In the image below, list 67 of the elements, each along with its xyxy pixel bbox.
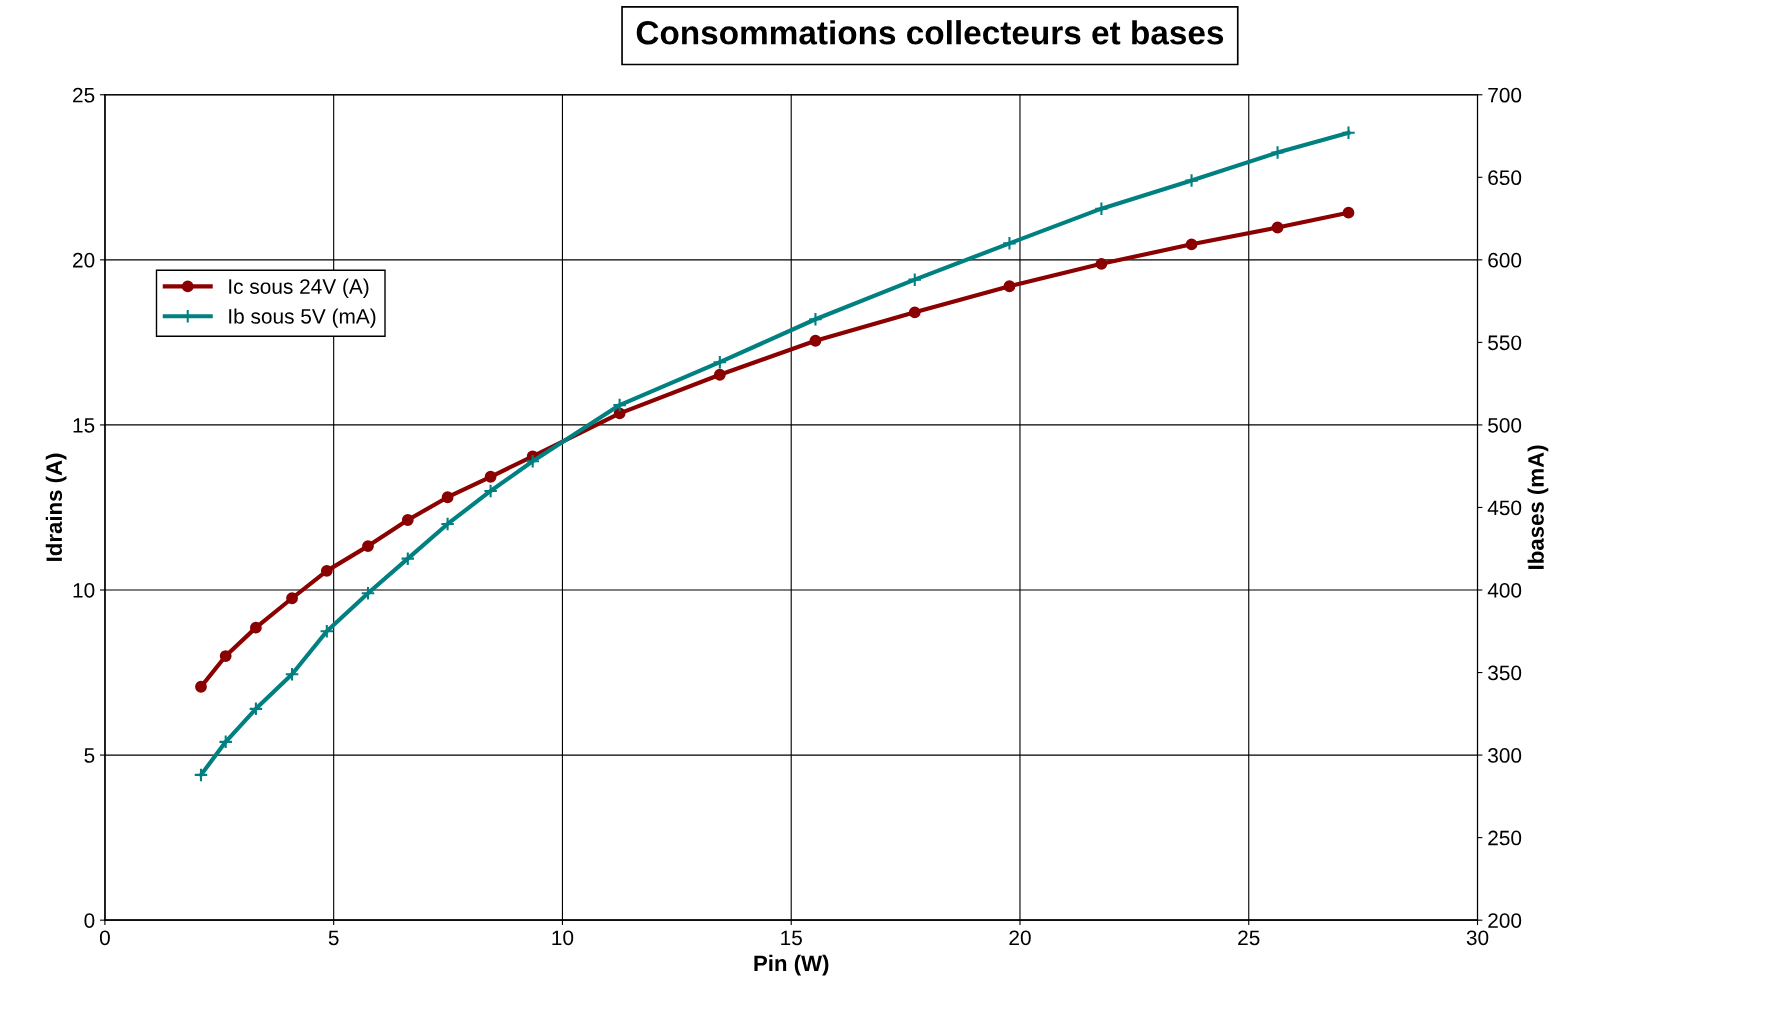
point bbox=[362, 540, 374, 552]
point bbox=[441, 491, 454, 504]
point bbox=[1003, 280, 1016, 293]
point bbox=[1342, 206, 1355, 219]
x-axis-title: Pin (W) bbox=[754, 954, 829, 976]
y2-tick-label: 600 bbox=[1488, 252, 1522, 268]
point bbox=[401, 514, 414, 526]
y2-axis-title: Ibases (mA) bbox=[1527, 445, 1549, 569]
y-tick-label: 15 bbox=[73, 418, 95, 433]
y2-tick-label: 700 bbox=[1488, 87, 1522, 103]
point bbox=[319, 623, 335, 639]
point bbox=[1095, 257, 1108, 270]
point bbox=[1185, 238, 1198, 251]
point bbox=[907, 272, 923, 287]
y2-tick-label: 300 bbox=[1488, 748, 1522, 763]
point bbox=[1094, 201, 1109, 216]
point bbox=[1271, 221, 1284, 234]
point bbox=[248, 701, 264, 717]
y2-tick-label: 550 bbox=[1488, 335, 1522, 351]
y2-tick-label: 650 bbox=[1488, 170, 1522, 186]
point bbox=[1002, 236, 1017, 251]
y2-tick-label: 500 bbox=[1488, 417, 1522, 433]
y-tick-label: 10 bbox=[73, 583, 95, 598]
point bbox=[286, 592, 298, 605]
y2-tick-label: 400 bbox=[1487, 583, 1522, 598]
point bbox=[1184, 173, 1199, 188]
chart-title: Consommations collecteurs et bases bbox=[636, 20, 1224, 45]
point bbox=[525, 453, 540, 469]
y2-tick-label: 250 bbox=[1488, 830, 1522, 846]
point bbox=[360, 586, 376, 601]
x-tick-label: 20 bbox=[1009, 930, 1031, 946]
point bbox=[613, 407, 626, 420]
x-tick-label: 10 bbox=[552, 930, 574, 946]
legend-label: Ib sous 5V (mA) bbox=[229, 308, 376, 328]
point bbox=[320, 564, 333, 577]
x-tick-label: 30 bbox=[1466, 930, 1489, 946]
point bbox=[218, 734, 233, 750]
y-axis-title: Idrains (A) bbox=[45, 453, 67, 561]
point bbox=[713, 368, 726, 381]
point bbox=[195, 680, 207, 693]
point bbox=[712, 354, 728, 370]
point bbox=[808, 311, 823, 327]
x-tick-label: 15 bbox=[781, 930, 802, 946]
point bbox=[219, 650, 232, 662]
x-tick-label: 0 bbox=[99, 930, 110, 946]
point bbox=[612, 397, 627, 413]
y-tick-label: 0 bbox=[84, 913, 95, 928]
point bbox=[484, 470, 497, 483]
point bbox=[908, 306, 921, 319]
point bbox=[809, 334, 822, 347]
x-tick-label: 25 bbox=[1238, 930, 1260, 946]
point bbox=[1270, 145, 1285, 160]
x-tick-label: 5 bbox=[328, 930, 339, 946]
legend-label: Ic sous 24V (A) bbox=[229, 278, 369, 299]
y-tick-label: 25 bbox=[73, 87, 95, 103]
y2-tick-label: 450 bbox=[1487, 500, 1522, 516]
point bbox=[193, 767, 209, 783]
y2-tick-label: 350 bbox=[1488, 665, 1522, 681]
point bbox=[1341, 125, 1356, 141]
y-tick-label: 5 bbox=[84, 748, 95, 763]
point bbox=[400, 551, 416, 566]
point bbox=[249, 621, 262, 634]
point bbox=[483, 483, 498, 499]
point bbox=[284, 666, 300, 682]
y2-tick-label: 200 bbox=[1488, 913, 1522, 928]
point bbox=[440, 516, 455, 532]
y-tick-label: 20 bbox=[73, 252, 95, 268]
